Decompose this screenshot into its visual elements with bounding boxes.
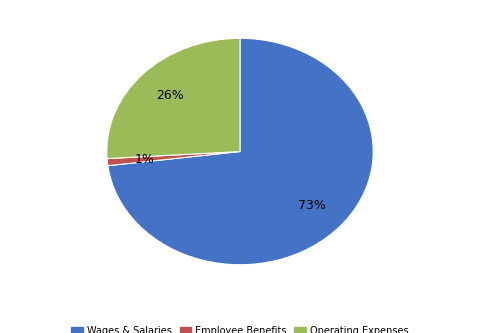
Text: 26%: 26% (156, 89, 184, 102)
Text: 1%: 1% (134, 153, 155, 166)
Wedge shape (107, 152, 240, 166)
Text: 73%: 73% (298, 199, 326, 212)
Wedge shape (107, 38, 240, 159)
Legend: Wages & Salaries, Employee Benefits, Operating Expenses: Wages & Salaries, Employee Benefits, Ope… (69, 323, 411, 333)
Wedge shape (108, 38, 373, 265)
